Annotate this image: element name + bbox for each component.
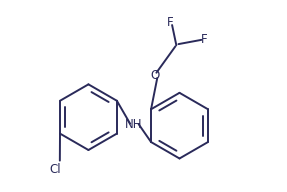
Text: NH: NH bbox=[125, 118, 143, 131]
Text: F: F bbox=[201, 33, 207, 46]
Text: Cl: Cl bbox=[50, 163, 61, 175]
Text: F: F bbox=[167, 17, 173, 29]
Text: O: O bbox=[150, 69, 160, 82]
